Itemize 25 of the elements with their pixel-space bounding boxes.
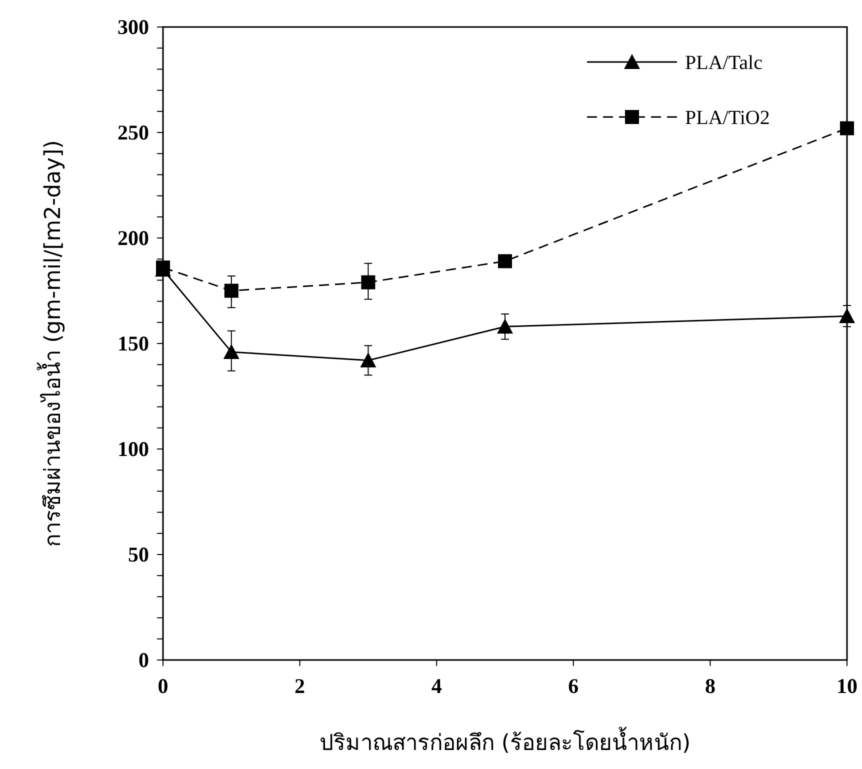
point	[360, 352, 376, 368]
x-tick-label: 0	[158, 674, 168, 698]
point	[224, 284, 238, 298]
point	[840, 121, 854, 136]
x-tick-label: 6	[568, 674, 579, 698]
y-tick-label: 100	[118, 437, 149, 461]
y-tick-label: 150	[118, 332, 149, 356]
y-tick-label: 50	[128, 542, 149, 566]
point	[223, 344, 240, 359]
x-tick-label: 10	[836, 674, 858, 698]
y-tick-label: 300	[118, 15, 149, 39]
point	[498, 254, 512, 268]
y-axis-title: การซึมผ่านของไอน้ำ (gm-mil/[m2-day])	[37, 140, 66, 547]
legend-label: PLA/Talc	[685, 52, 763, 74]
y-tick-label: 250	[118, 120, 149, 144]
y-tick-label: 200	[118, 226, 149, 250]
legend-label: PLA/TiO2	[685, 107, 770, 129]
x-axis-title: ปริมาณสารก่อผลึก (ร้อยละโดยน้ำหนัก)	[319, 727, 691, 756]
x-tick-label: 8	[704, 674, 716, 698]
x-tick-label: 2	[294, 674, 306, 698]
point	[497, 318, 513, 334]
point	[361, 275, 376, 290]
x-tick-label: 4	[431, 674, 442, 698]
y-tick-label: 0	[138, 648, 149, 672]
point	[839, 308, 855, 324]
